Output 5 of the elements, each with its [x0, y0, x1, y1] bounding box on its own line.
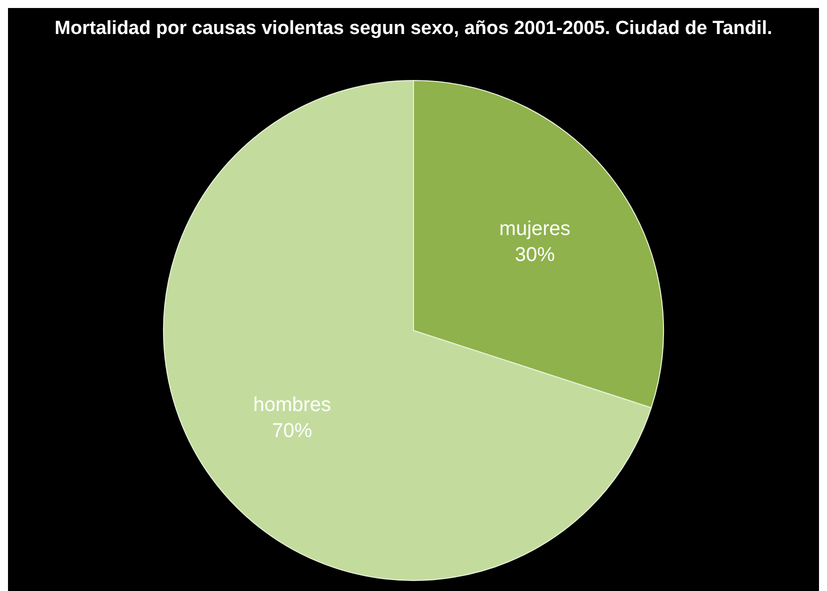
data-label: 30%: [514, 244, 556, 266]
slice-label: mujeres: [499, 218, 570, 240]
chart-title: Mortalidad por causas violentas segun sexo, años 2001-2005. Ciudad de Tandil.: [54, 17, 774, 41]
slice-label: hombres: [253, 394, 332, 416]
data-label: 70%: [272, 420, 312, 442]
